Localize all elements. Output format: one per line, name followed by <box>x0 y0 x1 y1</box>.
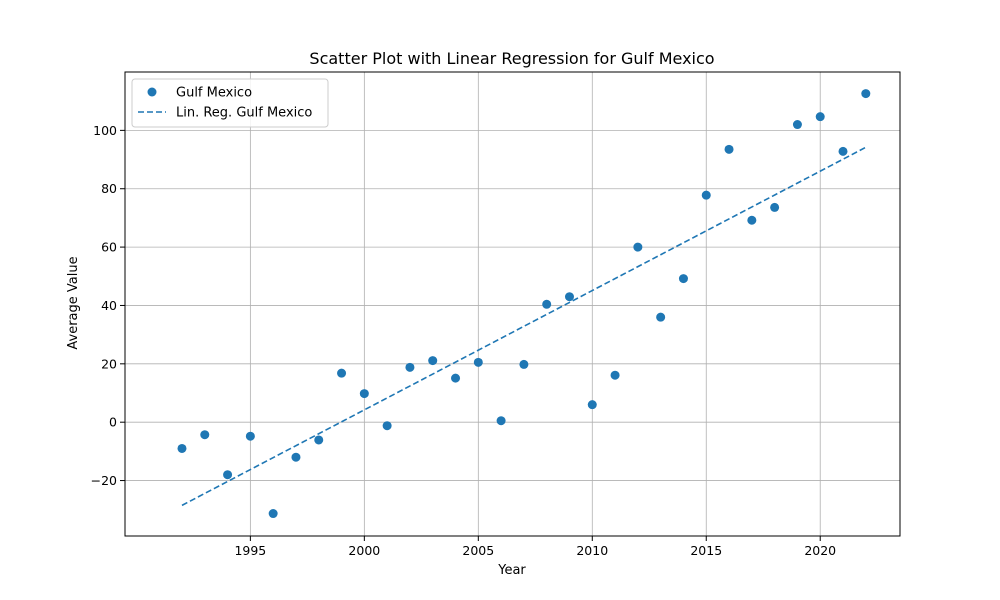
legend-box <box>131 78 329 128</box>
data-point <box>291 452 301 462</box>
y-tick-label: 0 <box>109 415 117 430</box>
data-point <box>610 370 620 380</box>
data-point <box>451 373 461 383</box>
y-tick-label: 100 <box>93 123 117 138</box>
x-axis-ticks: 1995 2000 2005 2010 2015 2020 <box>234 536 836 558</box>
x-axis-label: Year <box>497 563 526 578</box>
legend-marker-scatter <box>147 87 157 97</box>
legend: Gulf Mexico Lin. Reg. Gulf Mexico <box>131 78 329 128</box>
data-point <box>861 89 871 99</box>
regression-line-group <box>181 146 867 507</box>
data-point <box>245 431 255 441</box>
x-tick-label: 1995 <box>234 543 266 558</box>
y-tick-label: 60 <box>101 240 117 255</box>
plot-frame <box>124 71 901 537</box>
data-point <box>564 292 574 302</box>
data-point <box>337 368 347 378</box>
data-point <box>656 312 666 322</box>
data-point <box>405 362 415 372</box>
x-tick-label: 2000 <box>348 543 380 558</box>
x-tick-label: 2010 <box>576 543 608 558</box>
data-point <box>678 274 688 284</box>
data-point <box>359 389 369 399</box>
data-point <box>792 120 802 130</box>
data-point <box>314 435 324 445</box>
data-point <box>268 509 278 519</box>
y-tick-label: 40 <box>101 298 117 313</box>
data-point <box>223 470 233 480</box>
data-point <box>724 144 734 154</box>
x-tick-label: 2005 <box>462 543 494 558</box>
y-axis-ticks: −20 0 20 40 60 80 100 <box>91 123 125 488</box>
y-tick-label: 80 <box>101 181 117 196</box>
data-point <box>633 242 643 252</box>
data-point <box>542 299 552 309</box>
data-point <box>473 357 483 367</box>
chart-title: Scatter Plot with Linear Regression for … <box>309 49 714 68</box>
y-tick-label: 20 <box>101 356 117 371</box>
data-point <box>770 202 780 212</box>
legend-entry-regression: Lin. Reg. Gulf Mexico <box>176 106 312 121</box>
x-tick-label: 2015 <box>690 543 722 558</box>
data-point <box>428 356 438 366</box>
grid <box>125 72 900 536</box>
x-tick-label: 2020 <box>804 543 836 558</box>
legend-entry-scatter: Gulf Mexico <box>176 86 252 101</box>
data-point <box>519 359 529 369</box>
data-point <box>587 400 597 410</box>
data-point <box>200 430 210 440</box>
y-tick-label: −20 <box>91 473 117 488</box>
y-axis-label: Average Value <box>66 256 81 349</box>
regression-line <box>181 146 867 507</box>
data-point <box>815 112 825 122</box>
data-point <box>177 443 187 453</box>
data-point <box>382 421 392 431</box>
data-point <box>747 215 757 225</box>
data-point <box>701 190 711 200</box>
data-point <box>838 146 848 156</box>
data-point <box>496 416 506 426</box>
scatter-points <box>177 89 871 519</box>
